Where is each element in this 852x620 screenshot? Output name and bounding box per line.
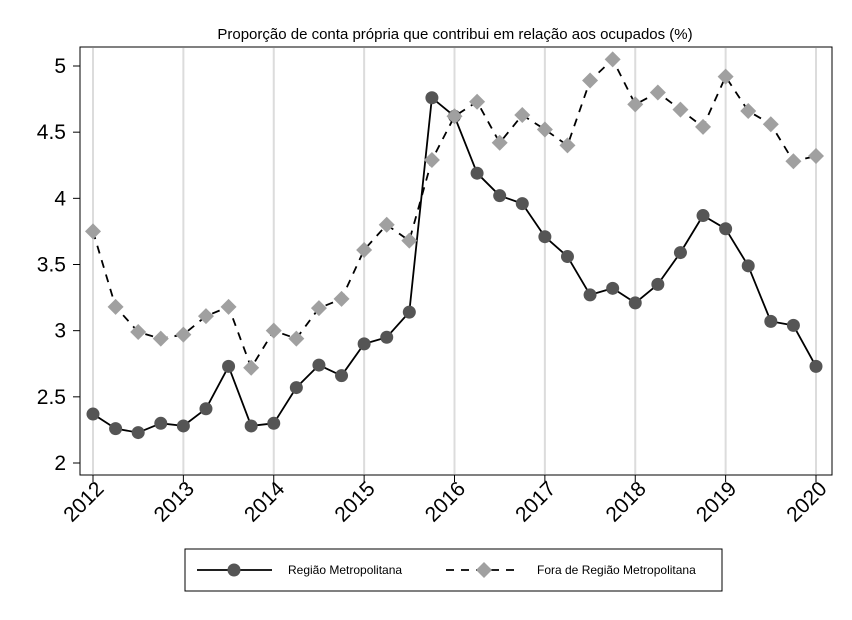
data-point-1 — [243, 359, 260, 376]
plot-frame — [79, 46, 833, 476]
data-point-0 — [199, 402, 213, 416]
y-tick-label: 4 — [54, 187, 66, 210]
data-point-1 — [265, 322, 282, 339]
data-point-0 — [109, 422, 123, 436]
data-point-0 — [86, 407, 100, 421]
data-point-0 — [764, 314, 778, 328]
data-point-0 — [493, 189, 507, 203]
data-point-1 — [740, 102, 757, 119]
data-point-1 — [491, 134, 508, 151]
y-tick-label: 2.5 — [37, 386, 66, 409]
data-point-0 — [312, 358, 326, 372]
legend: Região Metropolitana Fora de Região Metr… — [184, 548, 723, 592]
data-point-1 — [695, 118, 712, 135]
data-point-1 — [401, 232, 418, 249]
y-tick-label: 3 — [54, 320, 66, 343]
data-point-1 — [446, 108, 463, 125]
data-point-1 — [785, 153, 802, 170]
data-point-0 — [131, 426, 145, 440]
y-tick-label: 3.5 — [37, 254, 66, 277]
data-point-1 — [604, 51, 621, 68]
data-point-0 — [719, 222, 733, 236]
data-point-1 — [175, 326, 192, 343]
series-line-1 — [92, 58, 817, 369]
data-point-0 — [380, 330, 394, 344]
data-point-1 — [808, 147, 824, 164]
data-point-1 — [220, 298, 237, 315]
data-point-0 — [222, 359, 236, 373]
legend-marker-fora-regiao — [476, 562, 492, 578]
data-point-0 — [244, 419, 258, 433]
series-layer — [85, 51, 824, 440]
data-point-1 — [536, 121, 553, 138]
data-point-0 — [357, 337, 371, 351]
data-point-1 — [717, 68, 734, 85]
legend-marker-regiao-metropolitana — [227, 563, 241, 577]
data-point-1 — [107, 298, 124, 315]
data-point-1 — [85, 223, 101, 240]
data-point-1 — [672, 101, 689, 118]
data-point-1 — [649, 84, 666, 101]
data-point-0 — [583, 288, 597, 302]
data-point-0 — [628, 296, 642, 310]
data-point-0 — [176, 419, 190, 433]
data-point-1 — [197, 308, 214, 325]
data-point-0 — [741, 259, 755, 273]
data-point-1 — [559, 137, 576, 154]
data-point-0 — [538, 230, 552, 244]
data-point-0 — [606, 281, 620, 295]
legend-label-regiao-metropolitana: Região Metropolitana — [288, 563, 402, 577]
data-point-0 — [673, 246, 687, 260]
data-point-0 — [696, 209, 710, 223]
data-point-0 — [515, 197, 529, 211]
data-point-1 — [356, 241, 373, 258]
data-point-0 — [289, 381, 303, 395]
data-point-0 — [402, 305, 416, 319]
chart-title: Proporção de conta própria que contribui… — [217, 26, 692, 43]
y-tick-label: 2 — [54, 452, 66, 475]
data-point-1 — [582, 72, 599, 89]
y-tick-label: 5 — [54, 55, 66, 78]
data-point-1 — [152, 330, 169, 347]
data-point-0 — [154, 416, 168, 430]
data-point-0 — [470, 166, 484, 180]
data-point-1 — [627, 96, 644, 113]
data-point-1 — [423, 151, 440, 168]
legend-label-fora-regiao: Fora de Região Metropolitana — [537, 563, 696, 577]
data-point-1 — [288, 330, 305, 347]
data-point-1 — [469, 93, 486, 110]
y-tick-label: 4.5 — [37, 121, 66, 144]
data-point-1 — [310, 300, 327, 317]
data-point-0 — [809, 359, 823, 373]
data-point-0 — [335, 369, 349, 383]
data-point-0 — [651, 277, 665, 291]
data-point-0 — [267, 416, 281, 430]
data-point-0 — [560, 250, 574, 264]
data-point-1 — [130, 323, 147, 340]
data-point-0 — [425, 91, 439, 105]
data-point-1 — [514, 106, 531, 123]
data-point-0 — [786, 318, 800, 332]
data-point-1 — [333, 290, 350, 307]
data-point-1 — [378, 216, 395, 233]
data-point-1 — [762, 116, 779, 133]
